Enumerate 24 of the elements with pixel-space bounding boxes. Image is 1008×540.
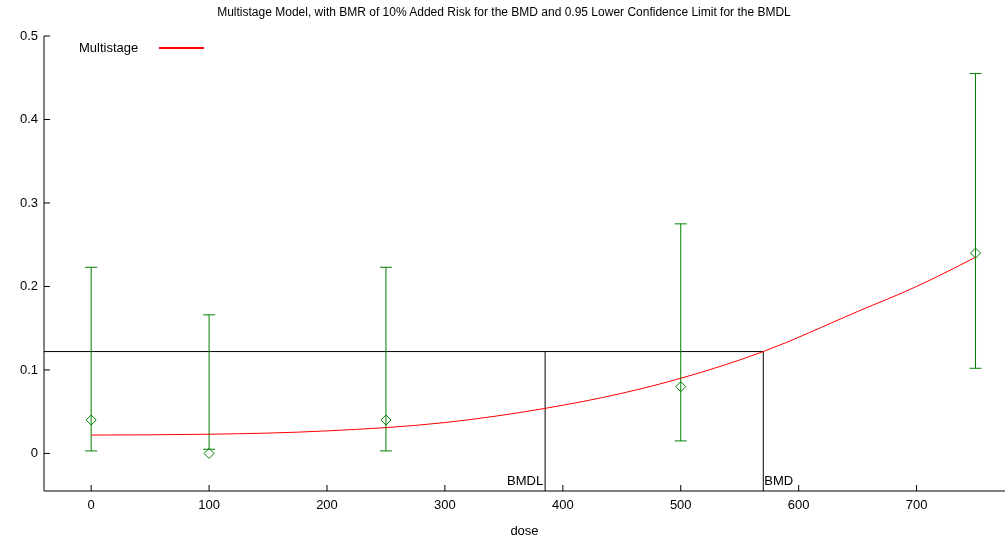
point xyxy=(85,414,97,426)
x-tick-label: 200 xyxy=(316,497,338,512)
point xyxy=(203,447,215,459)
x-tick-label: 0 xyxy=(87,497,95,512)
point xyxy=(970,247,982,259)
x-tick-label: 100 xyxy=(198,497,220,512)
x-tick-label: 600 xyxy=(787,497,810,512)
chart-title: Multistage Model, with BMR of 10% Added Risk for the BMD and 0.95 Lower Confidence Limit for the BMDL xyxy=(217,5,792,19)
x-tick-label: 300 xyxy=(434,497,456,512)
y-tick-label: 0 xyxy=(30,445,38,461)
x-tick-label: 700 xyxy=(905,497,928,512)
point xyxy=(675,381,687,393)
x-tick-label: 500 xyxy=(669,497,692,512)
y-tick-label: 0.1 xyxy=(19,361,38,377)
ref-line-label: BMD xyxy=(764,473,794,488)
y-tick-label: 0.5 xyxy=(19,28,38,43)
y-tick-label: 0.3 xyxy=(19,194,38,210)
x-axis-title: dose xyxy=(510,523,539,538)
ref-line-label: BMDL xyxy=(507,473,544,488)
point xyxy=(380,414,392,426)
x-tick-label: 400 xyxy=(551,497,574,512)
y-tick-label: 0.2 xyxy=(19,278,38,294)
legend-label: Multistage xyxy=(79,40,139,55)
y-tick-label: 0.4 xyxy=(19,111,38,127)
